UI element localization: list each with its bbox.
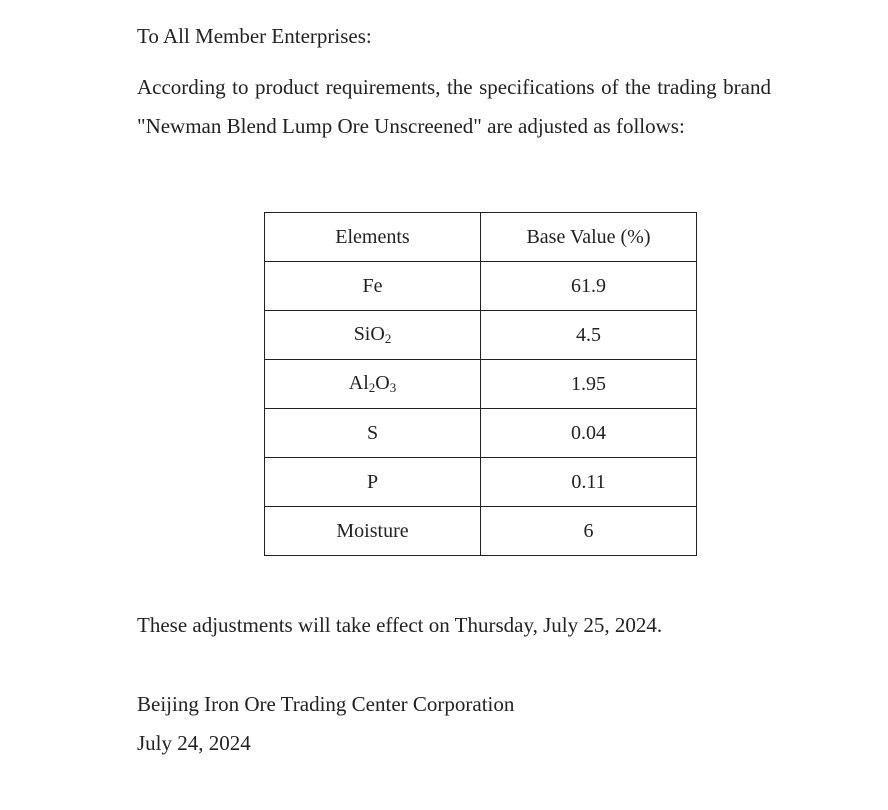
salutation: To All Member Enterprises: [137,24,372,48]
value-cell: 0.11 [480,457,697,507]
document-date: July 24, 2024 [137,731,251,755]
table-row: P 0.11 [264,457,697,507]
signature: Beijing Iron Ore Trading Center Corporat… [137,692,515,716]
table-row: Moisture 6 [264,506,697,556]
value-cell: 61.9 [480,261,697,311]
header-base-value: Base Value (%) [480,212,697,262]
intro-paragraph: According to product requirements, the s… [137,75,771,138]
value-cell: 4.5 [480,310,697,360]
element-cell: SiO2 [264,310,481,360]
table-row: S 0.04 [264,408,697,458]
header-elements: Elements [264,212,481,262]
value-cell: 6 [480,506,697,556]
element-cell: Moisture [264,506,481,556]
table-row: SiO2 4.5 [264,310,697,360]
value-cell: 1.95 [480,359,697,409]
table-row: Al2O3 1.95 [264,359,697,409]
element-cell: S [264,408,481,458]
element-cell: Fe [264,261,481,311]
effective-date-text: These adjustments will take effect on Th… [137,613,663,637]
spec-table: Elements Base Value (%) Fe 61.9 SiO2 4.5 Al… [264,212,697,556]
element-cell: Al2O3 [264,359,481,409]
element-cell: P [264,457,481,507]
table-row: Fe 61.9 [264,261,697,311]
value-cell: 0.04 [480,408,697,458]
table-header: Elements Base Value (%) [264,212,697,262]
